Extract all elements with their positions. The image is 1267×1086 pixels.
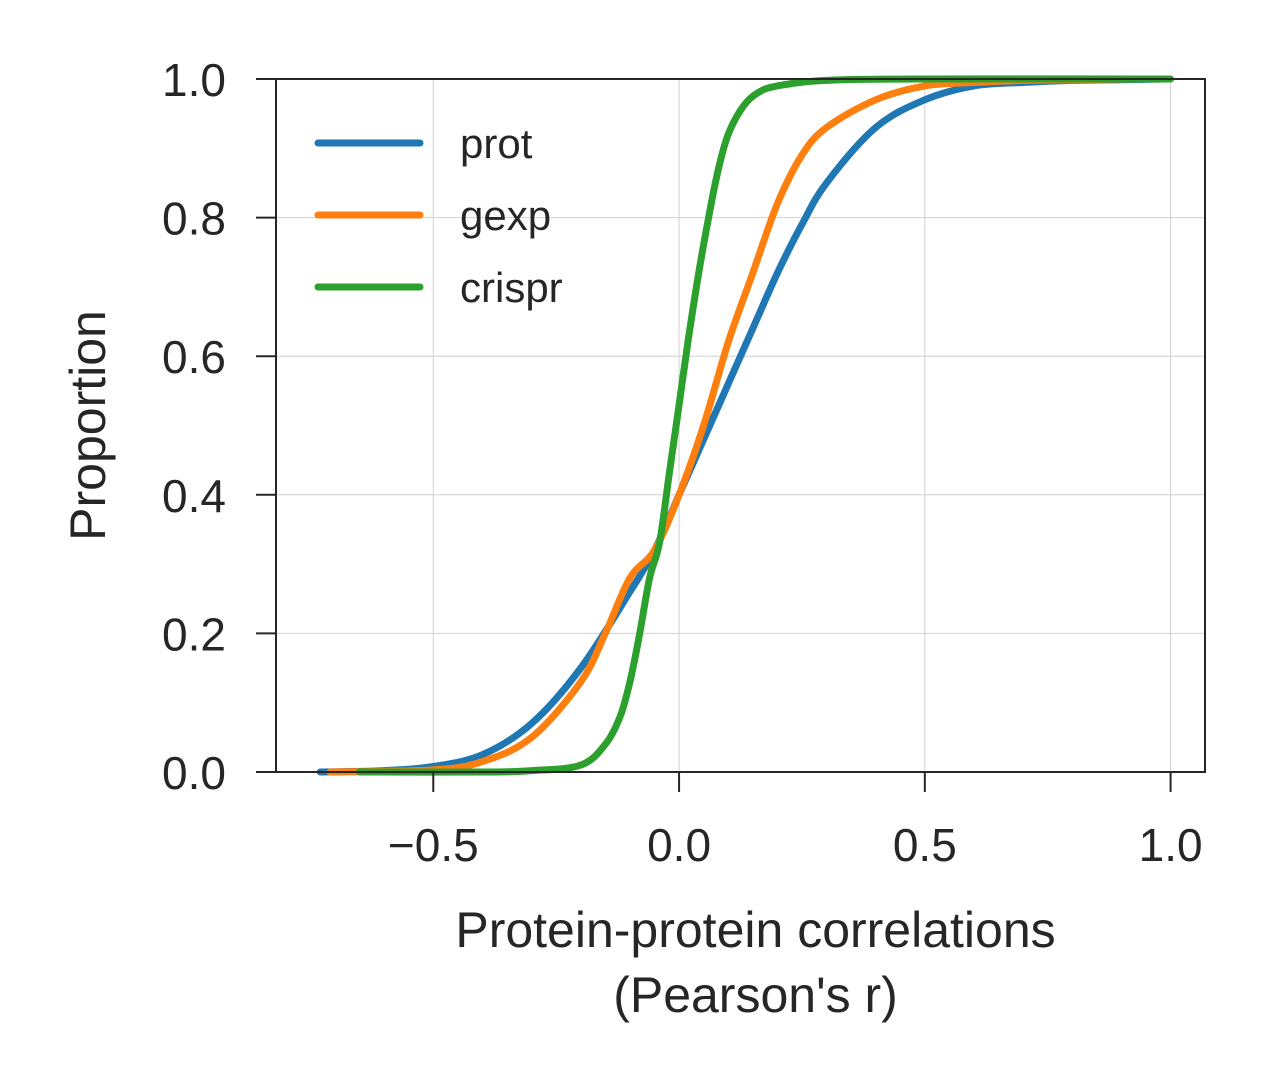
y-tick-label-0: 0.0 (162, 747, 226, 799)
x-axis-label-line-2: (Pearson's r) (613, 967, 898, 1023)
legend: prot gexp crispr (314, 120, 563, 311)
x-tick-label-0: −0.5 (388, 819, 479, 871)
series-line-crispr (356, 75, 1175, 776)
y-tick-label-5: 1.0 (162, 54, 226, 106)
y-axis-ticks: 0.0 0.2 0.4 0.6 0.8 1.0 (162, 54, 276, 799)
x-tick-label-3: 1.0 (1139, 819, 1203, 871)
legend-label-prot: prot (460, 120, 533, 167)
plot-frame (275, 78, 1206, 773)
x-tick-label-1: 0.0 (647, 819, 711, 871)
x-axis-label-line-1: Protein-protein correlations (455, 902, 1055, 958)
series-line-prot (316, 75, 1170, 776)
y-tick-label-4: 0.8 (162, 193, 226, 245)
x-tick-label-2: 0.5 (893, 819, 957, 871)
x-axis-ticks: −0.5 0.0 0.5 1.0 (388, 772, 1203, 871)
series-line-gexp (326, 75, 1145, 776)
series-lines (316, 75, 1175, 776)
y-tick-label-3: 0.6 (162, 331, 226, 383)
legend-label-gexp: gexp (460, 192, 551, 239)
y-tick-label-2: 0.4 (162, 470, 226, 522)
grid-lines (276, 78, 1205, 773)
y-axis-label: Proportion (60, 310, 116, 541)
legend-label-crispr: crispr (460, 264, 563, 311)
y-tick-label-1: 0.2 (162, 608, 226, 660)
